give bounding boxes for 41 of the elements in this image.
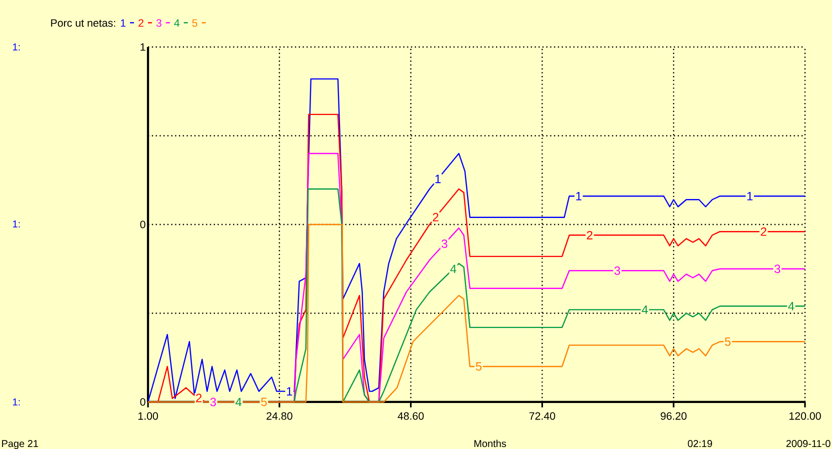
text: 4 — [450, 264, 456, 274]
text: 02:19 — [688, 440, 712, 448]
text: 5 — [476, 362, 482, 371]
text: 5 — [724, 337, 731, 346]
text: 1 — [435, 174, 441, 184]
legend-label: 3 — [156, 19, 162, 27]
legend-label: 1 — [120, 19, 126, 27]
y-tick-label: 0 — [140, 398, 146, 406]
text: 4 — [642, 306, 648, 314]
y-tick-label: 0 — [140, 220, 146, 228]
text: 2 — [760, 227, 766, 236]
text: 2 — [432, 212, 438, 222]
legend-title: Porc ut netas: — [51, 19, 116, 27]
text: 3 — [774, 264, 780, 274]
text: 2 — [586, 230, 592, 240]
text: 1 — [576, 192, 582, 200]
text: 1 — [286, 387, 292, 396]
text: 1: — [13, 44, 20, 50]
x-tick-label: 24.80 — [266, 412, 292, 420]
text: 3 — [614, 266, 620, 275]
legend-label: 4 — [174, 19, 180, 27]
x-tick-label: 72.40 — [529, 412, 556, 420]
x-tick-label: 120.00 — [790, 412, 821, 420]
x-tick-label: 48.60 — [398, 412, 424, 420]
text: 3 — [442, 239, 448, 248]
text: 2009-11-0 — [786, 440, 830, 448]
text: 4 — [235, 398, 242, 406]
text: 5 — [261, 398, 267, 406]
y-tick-label: 1 — [140, 43, 146, 51]
text: 4 — [788, 302, 794, 310]
text: 3 — [210, 398, 216, 406]
x-tick-label: 1.00 — [138, 412, 158, 420]
text: 1 — [747, 192, 753, 200]
x-tick-label: 96.20 — [660, 412, 687, 420]
text: Page 21 — [2, 440, 38, 449]
legend-label: 2 — [138, 19, 144, 27]
legend-label: 5 — [192, 19, 198, 27]
text: 1: — [13, 398, 20, 406]
text: 2 — [196, 394, 202, 402]
x-axis-title: Months — [474, 440, 506, 448]
text: 1: — [13, 220, 20, 228]
